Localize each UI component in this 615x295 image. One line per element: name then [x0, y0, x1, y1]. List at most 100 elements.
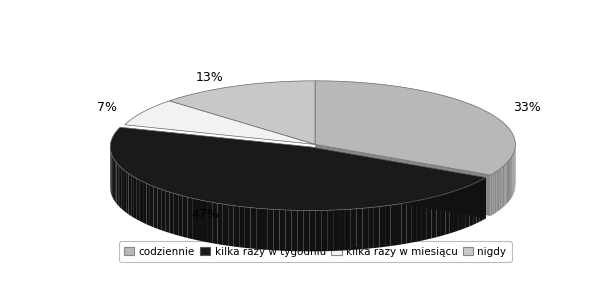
Polygon shape [202, 200, 207, 242]
Polygon shape [407, 202, 412, 244]
Polygon shape [129, 173, 131, 216]
Polygon shape [501, 167, 503, 209]
Polygon shape [402, 203, 407, 245]
Polygon shape [150, 185, 154, 227]
Polygon shape [292, 210, 297, 251]
Polygon shape [396, 204, 402, 245]
Polygon shape [131, 175, 134, 218]
Polygon shape [197, 199, 202, 241]
Polygon shape [510, 158, 511, 200]
Polygon shape [496, 170, 498, 212]
Polygon shape [118, 165, 120, 207]
Polygon shape [450, 191, 454, 233]
Polygon shape [218, 203, 223, 245]
Polygon shape [110, 127, 486, 211]
Polygon shape [234, 206, 239, 247]
Polygon shape [309, 210, 315, 251]
Polygon shape [327, 210, 333, 251]
Polygon shape [491, 174, 493, 216]
Polygon shape [170, 192, 174, 234]
Text: 47%: 47% [191, 207, 219, 220]
Polygon shape [391, 204, 396, 246]
Polygon shape [351, 209, 357, 250]
Polygon shape [333, 210, 339, 251]
Polygon shape [137, 178, 140, 221]
Polygon shape [154, 186, 157, 229]
Polygon shape [223, 204, 228, 246]
Polygon shape [500, 168, 501, 210]
Polygon shape [239, 206, 245, 248]
Polygon shape [169, 81, 315, 145]
Polygon shape [262, 209, 268, 250]
Polygon shape [493, 173, 494, 215]
Polygon shape [165, 191, 170, 233]
Polygon shape [432, 196, 437, 238]
Polygon shape [357, 208, 362, 250]
Polygon shape [161, 189, 165, 232]
Polygon shape [268, 209, 274, 250]
Polygon shape [509, 159, 510, 201]
Polygon shape [178, 195, 183, 237]
Polygon shape [441, 194, 445, 236]
Polygon shape [143, 182, 146, 224]
Polygon shape [508, 160, 509, 202]
Polygon shape [174, 193, 178, 235]
Polygon shape [374, 206, 379, 248]
Polygon shape [115, 161, 117, 204]
Polygon shape [245, 207, 250, 248]
Polygon shape [422, 199, 427, 241]
Polygon shape [157, 188, 161, 230]
Polygon shape [120, 166, 122, 209]
Polygon shape [506, 163, 507, 205]
Polygon shape [477, 181, 480, 223]
Polygon shape [473, 182, 477, 225]
Polygon shape [498, 169, 500, 211]
Polygon shape [483, 178, 486, 220]
Polygon shape [511, 156, 512, 199]
Polygon shape [385, 205, 391, 247]
Polygon shape [412, 201, 417, 242]
Polygon shape [256, 208, 262, 250]
Polygon shape [362, 208, 368, 249]
Polygon shape [454, 190, 458, 232]
Polygon shape [503, 165, 504, 207]
Polygon shape [494, 171, 496, 214]
Polygon shape [458, 189, 462, 231]
Polygon shape [146, 183, 150, 226]
Polygon shape [315, 81, 515, 175]
Polygon shape [297, 210, 303, 251]
Polygon shape [512, 154, 514, 196]
Polygon shape [470, 184, 473, 226]
Polygon shape [504, 164, 506, 206]
Polygon shape [183, 196, 188, 238]
Polygon shape [507, 162, 508, 204]
Polygon shape [112, 155, 113, 198]
Polygon shape [280, 210, 285, 251]
Polygon shape [321, 210, 327, 251]
Polygon shape [250, 208, 256, 249]
Polygon shape [125, 101, 315, 145]
Polygon shape [114, 159, 115, 202]
Polygon shape [303, 210, 309, 251]
Polygon shape [207, 201, 212, 243]
Polygon shape [311, 147, 486, 218]
Polygon shape [417, 200, 422, 242]
Polygon shape [368, 207, 374, 249]
Text: 13%: 13% [196, 71, 224, 84]
Polygon shape [228, 205, 234, 247]
Polygon shape [188, 197, 192, 239]
Polygon shape [445, 193, 450, 235]
Polygon shape [212, 202, 218, 244]
Polygon shape [134, 177, 137, 219]
Polygon shape [345, 209, 351, 250]
Polygon shape [437, 195, 441, 237]
Polygon shape [111, 153, 112, 196]
Polygon shape [126, 172, 129, 214]
Text: 33%: 33% [514, 101, 541, 114]
Polygon shape [427, 197, 432, 240]
Polygon shape [140, 180, 143, 223]
Polygon shape [339, 209, 345, 251]
Polygon shape [466, 186, 470, 228]
Polygon shape [285, 210, 292, 251]
Polygon shape [379, 206, 385, 248]
